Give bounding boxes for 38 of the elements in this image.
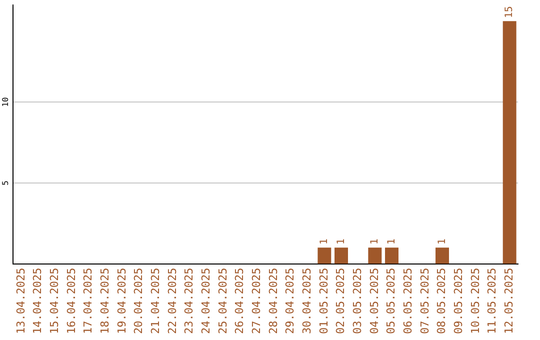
x-tick-label: 07.05.2025: [418, 268, 432, 334]
data-label: 1: [319, 238, 330, 245]
x-tick-label: 25.04.2025: [216, 268, 230, 334]
x-tick-label: 19.04.2025: [115, 268, 128, 334]
x-tick-label: 02.05.2025: [334, 268, 348, 334]
x-tick-label: 26.04.2025: [233, 268, 246, 334]
data-label: 1: [386, 238, 398, 245]
y-tick-label: 5: [1, 180, 10, 186]
x-tick-label: 30.04.2025: [300, 268, 314, 334]
x-tick-label: 28.04.2025: [266, 268, 280, 334]
x-tick-label: 24.04.2025: [199, 268, 212, 334]
x-tick-label: 04.05.2025: [368, 268, 381, 334]
x-tick-label: 01.05.2025: [317, 268, 330, 334]
x-tick-label: 10.05.2025: [468, 268, 482, 334]
x-tick-label: 13.04.2025: [14, 268, 28, 334]
x-tick-label: 03.05.2025: [350, 268, 364, 334]
x-tick-label: 12.05.2025: [502, 268, 516, 334]
x-tick-label: 16.04.2025: [64, 268, 78, 334]
x-tick-label: 20.04.2025: [132, 268, 146, 334]
x-tick-label: 18.04.2025: [98, 268, 112, 334]
x-tick-label: 14.04.2025: [31, 268, 44, 334]
x-tick-label: 21.04.2025: [148, 268, 162, 334]
x-tick-label: 09.05.2025: [452, 268, 465, 334]
x-tick-label: 27.04.2025: [250, 268, 263, 334]
x-tick-label: 17.04.2025: [82, 268, 95, 334]
x-tick-label: 11.05.2025: [486, 268, 499, 334]
data-label: 1: [336, 238, 347, 245]
data-label: 1: [370, 238, 381, 245]
data-label: 1: [436, 238, 448, 245]
x-tick-label: 29.04.2025: [284, 268, 297, 334]
x-tick-label: 22.04.2025: [166, 268, 179, 334]
x-tick-label: 05.05.2025: [384, 268, 398, 334]
data-label: 15: [504, 6, 516, 18]
y-tick-label: 10: [1, 97, 10, 107]
x-tick-label: 23.04.2025: [182, 268, 196, 334]
x-tick-label: 15.04.2025: [48, 268, 61, 334]
x-tick-label: 08.05.2025: [435, 268, 448, 334]
x-tick-label: 06.05.2025: [401, 268, 414, 334]
